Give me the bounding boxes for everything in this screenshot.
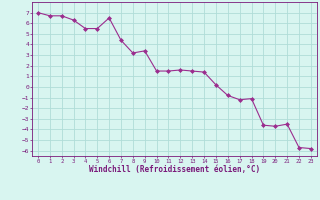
X-axis label: Windchill (Refroidissement éolien,°C): Windchill (Refroidissement éolien,°C) <box>89 165 260 174</box>
